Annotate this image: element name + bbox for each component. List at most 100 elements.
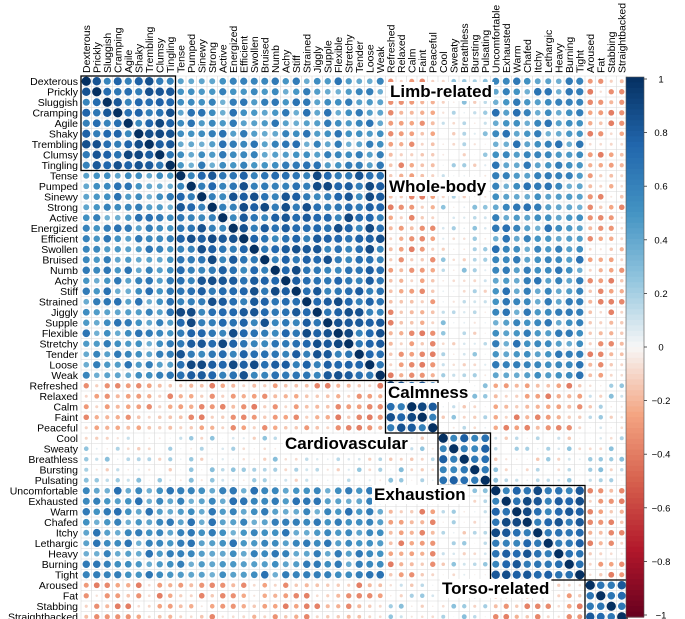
correlation-cell [188, 78, 195, 85]
correlation-cell [565, 87, 574, 96]
correlation-cell [271, 98, 280, 107]
correlation-cell [515, 468, 518, 471]
correlation-cell [587, 257, 593, 263]
correlation-cell [252, 478, 257, 483]
correlation-cell [526, 458, 528, 460]
correlation-cell [534, 351, 541, 358]
correlation-cell [187, 339, 196, 348]
correlation-cell [165, 129, 175, 139]
correlation-cell [588, 310, 593, 315]
correlation-cell [598, 415, 603, 420]
correlation-cell [399, 457, 403, 461]
correlation-cell [219, 592, 226, 599]
correlation-cell [239, 287, 248, 296]
correlation-cell [166, 277, 174, 285]
correlation-cell [555, 424, 562, 431]
correlation-cell [492, 224, 500, 232]
correlation-cell [114, 214, 121, 221]
correlation-cell [503, 183, 510, 190]
correlation-cell [93, 193, 100, 200]
correlation-cell [439, 466, 447, 474]
correlation-cell [565, 497, 574, 506]
correlation-cell [609, 436, 613, 440]
correlation-cell [524, 214, 531, 221]
correlation-cell [335, 404, 341, 410]
correlation-cell [366, 560, 374, 568]
correlation-cell [250, 224, 258, 232]
correlation-cell [166, 214, 174, 222]
correlation-cell [229, 497, 238, 506]
correlation-cell [292, 151, 300, 159]
correlation-cell [83, 477, 89, 483]
correlation-cell [598, 541, 603, 546]
correlation-cell [523, 529, 531, 537]
correlation-cell [135, 550, 142, 557]
correlation-cell [344, 307, 354, 317]
colorbar-tick-label: −0.2 [652, 396, 671, 407]
correlation-cell [588, 289, 593, 294]
row-label: Stabbing [37, 601, 79, 613]
correlation-cell [146, 319, 153, 326]
correlation-cell [368, 479, 371, 482]
correlation-cell [166, 340, 174, 348]
column-label: Tight [574, 50, 586, 73]
correlation-cell [335, 498, 342, 505]
correlation-cell [125, 372, 132, 379]
correlation-cell [442, 279, 445, 282]
correlation-cell [208, 214, 216, 222]
colorbar-segment [626, 249, 644, 256]
cluster-label-background [388, 82, 495, 101]
correlation-cell [82, 151, 90, 159]
correlation-cell [168, 425, 173, 430]
correlation-cell [229, 539, 238, 548]
correlation-cell [409, 562, 414, 567]
correlation-cell [93, 235, 100, 242]
correlation-cell [492, 277, 499, 284]
row-label: Achy [55, 275, 79, 287]
correlation-cell [115, 446, 120, 451]
correlation-cell [536, 447, 539, 450]
correlation-cell [242, 457, 246, 461]
correlation-cell [345, 571, 353, 579]
correlation-cell [200, 436, 204, 440]
correlation-cell [376, 297, 385, 306]
correlation-cell [503, 162, 510, 169]
row-labels: DexterousPricklySluggishCrampingAgileSha… [8, 76, 79, 619]
correlation-cell [431, 594, 435, 598]
correlation-cell [187, 287, 196, 296]
correlation-cell [441, 604, 445, 608]
correlation-cell [585, 580, 595, 590]
correlation-cell [388, 120, 394, 126]
correlation-cell [472, 310, 477, 315]
correlation-cell [167, 183, 174, 190]
correlation-cell [407, 412, 417, 422]
correlation-cell [450, 455, 458, 463]
correlation-cell [229, 297, 238, 306]
correlation-cell [197, 108, 206, 117]
correlation-cell [218, 245, 227, 254]
correlation-cell [167, 498, 174, 505]
correlation-cell [609, 363, 613, 367]
correlation-cell [261, 519, 268, 526]
correlation-cell [103, 287, 112, 296]
correlation-cell [302, 308, 311, 317]
correlation-cell [430, 362, 436, 368]
correlation-cell [397, 403, 405, 411]
correlation-cell [135, 340, 143, 348]
correlation-cell [324, 162, 331, 169]
correlation-cell [281, 171, 290, 180]
correlation-cell [250, 266, 259, 275]
colorbar-segment [626, 368, 644, 375]
row-label: Warm [50, 506, 78, 518]
correlation-cell [599, 142, 603, 146]
correlation-cell [94, 614, 100, 619]
correlation-cell [261, 561, 268, 568]
correlation-cell [576, 267, 583, 274]
correlation-cell [313, 329, 322, 338]
correlation-cell [483, 289, 487, 293]
correlation-cell [481, 434, 490, 443]
correlation-cell [93, 330, 100, 337]
correlation-cell [324, 518, 332, 526]
correlation-cell [166, 140, 175, 149]
